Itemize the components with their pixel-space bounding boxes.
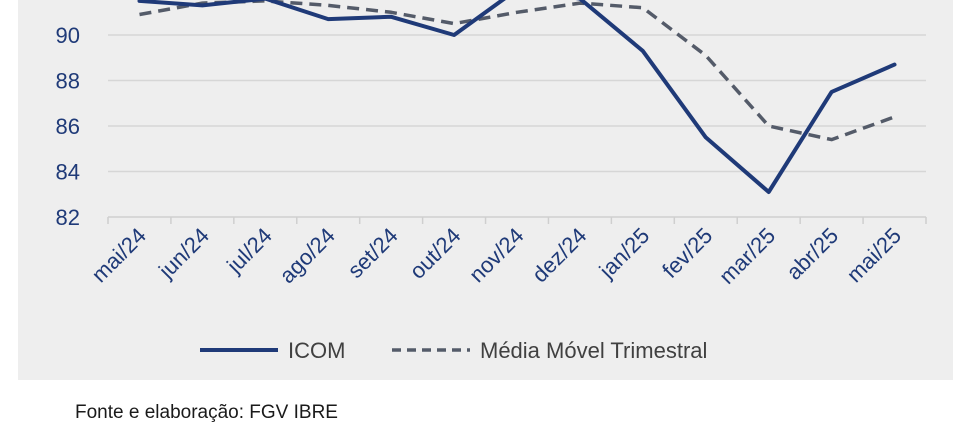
x-tick-label: dez/24 <box>527 223 591 287</box>
x-tick-label: fev/25 <box>657 223 717 283</box>
x-tick-label: abr/25 <box>781 223 843 285</box>
x-tick-label: mar/25 <box>714 223 780 289</box>
series-line-icom <box>137 0 897 194</box>
y-tick-label: 86 <box>56 114 80 139</box>
y-tick-label: 88 <box>56 69 80 94</box>
x-tick-label: jun/24 <box>153 223 214 284</box>
x-tick-label: jan/25 <box>594 223 655 284</box>
x-tick-label: jul/24 <box>221 223 277 279</box>
y-axis-ticks: 82 84 86 88 90 <box>56 23 80 230</box>
x-tick-label: mai/24 <box>87 223 151 287</box>
chart-panel <box>18 0 953 380</box>
x-tick-label: nov/24 <box>464 223 528 287</box>
y-tick-label: 82 <box>56 205 80 230</box>
source-note: Fonte e elaboração: FGV IBRE <box>75 402 338 423</box>
x-tick-label: out/24 <box>405 223 466 284</box>
series-line-moving-average <box>139 0 896 142</box>
x-tick-label: set/24 <box>343 223 403 283</box>
x-tick-label: mai/25 <box>842 223 906 287</box>
legend-label-moving-average: Média Móvel Trimestral <box>480 338 707 363</box>
grid <box>108 34 926 173</box>
y-tick-label: 90 <box>56 23 80 48</box>
x-tick-label: ago/24 <box>275 223 340 288</box>
legend-label-icom: ICOM <box>288 338 345 363</box>
legend: ICOM Média Móvel Trimestral <box>200 338 707 363</box>
y-tick-label: 84 <box>56 160 80 185</box>
series-lines <box>137 0 897 194</box>
